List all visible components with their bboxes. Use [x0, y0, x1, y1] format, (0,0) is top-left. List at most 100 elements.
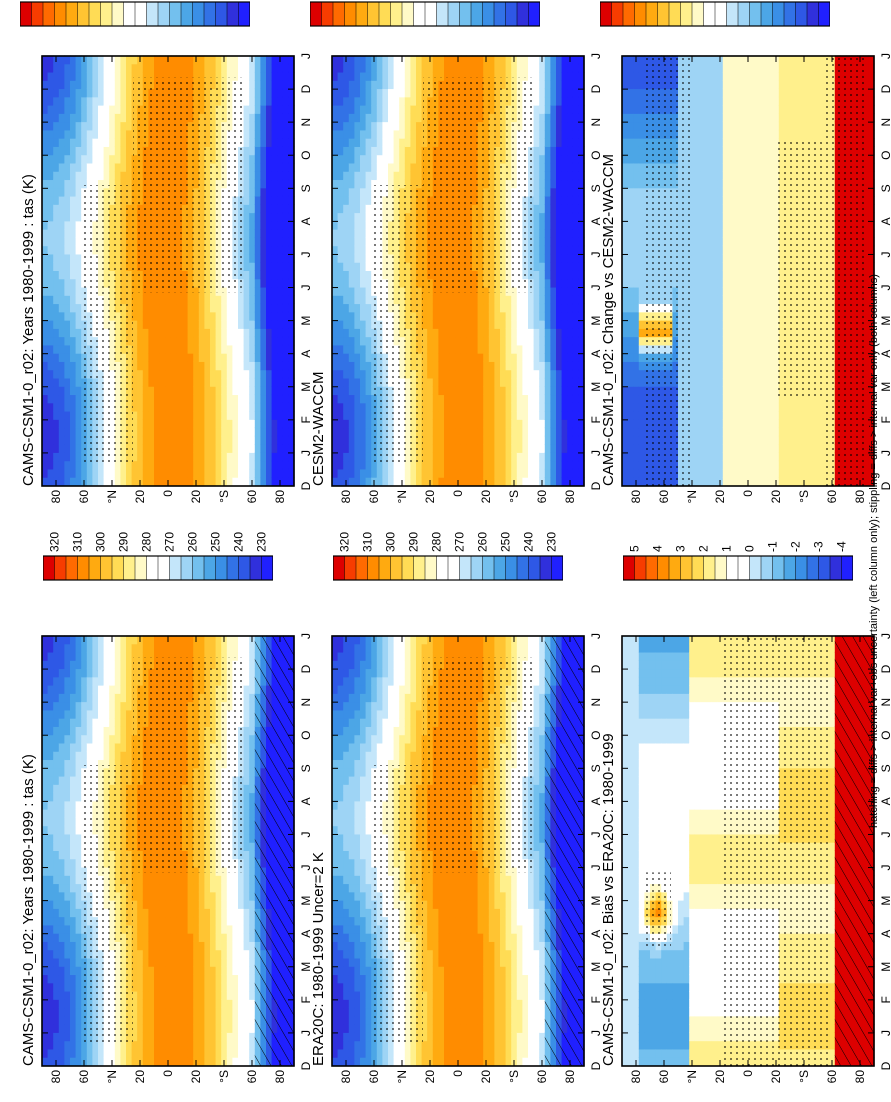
lat-tick-label: °N — [105, 1070, 119, 1083]
lat-tick-label: °S — [217, 490, 231, 503]
colorbar-swatch — [111, 1, 125, 27]
colorbar-swatch — [726, 555, 739, 581]
lat-tick-label: 60 — [77, 1070, 91, 1084]
lat-tick-label: 60 — [657, 490, 671, 504]
month-tick-label: A — [879, 797, 891, 805]
month-tick-label: J — [879, 450, 891, 456]
colorbar-swatch — [88, 555, 102, 581]
panel-title: CAMS-CSM1-0_r02: Years 1980-1999 : tas (… — [20, 174, 37, 486]
colorbar-swatch — [714, 555, 728, 581]
lat-tick-label: 80 — [339, 1070, 353, 1084]
lat-tick-label: 80 — [273, 490, 287, 504]
month-tick-label: J — [879, 1030, 891, 1036]
colorbar-swatch — [249, 555, 263, 581]
month-tick-label: J — [299, 285, 313, 291]
lat-tick-label: 0 — [161, 490, 175, 497]
lat-tick-label: 80 — [49, 1070, 63, 1084]
month-tick-label: J — [879, 251, 891, 257]
lat-tick-label: 20 — [769, 490, 783, 504]
colorbar-label: 290 — [117, 532, 131, 552]
panel-title: CAMS-CSM1-0_r02: Years 1980-1999 : tas (… — [20, 754, 37, 1066]
month-tick-label: M — [879, 382, 891, 392]
colorbar-swatch — [77, 555, 90, 581]
colorbar-swatch — [806, 1, 820, 27]
lat-tick-label: 80 — [273, 1070, 287, 1084]
colorbar-swatch — [123, 1, 136, 27]
lat-tick-label: 60 — [535, 490, 549, 504]
colorbar-label: 280 — [140, 532, 154, 552]
colorbar-swatch — [806, 555, 820, 581]
stippling — [374, 77, 535, 465]
lat-tick-label: °S — [797, 490, 811, 503]
lat-tick-label: 80 — [563, 1070, 577, 1084]
colorbar-swatch — [344, 555, 357, 581]
colorbar-swatch — [203, 1, 217, 27]
colorbar-label: 3 — [674, 545, 688, 552]
colorbar-swatch — [192, 555, 205, 581]
lat-tick-label: °N — [395, 490, 409, 503]
month-tick-label: A — [589, 350, 603, 358]
month-tick-label: J — [589, 450, 603, 456]
month-tick-label: M — [589, 316, 603, 326]
month-tick-label: D — [589, 664, 603, 673]
month-tick-label: J — [589, 251, 603, 257]
colorbar-swatch — [401, 1, 415, 27]
panel-title: CAMS-CSM1-0_r02: Bias vs ERA20C: 1980-19… — [600, 733, 617, 1066]
lat-tick-label: 20 — [479, 1070, 493, 1084]
heatmap-plot: 80 60 °N 20 0 20 °S 60 80 D J F M A M J J A S O N D J — [621, 633, 891, 1084]
colorbar-swatch — [65, 555, 79, 581]
colorbar-label: 4 — [651, 545, 665, 552]
lat-tick-label: 20 — [769, 1070, 783, 1084]
month-tick-label: O — [589, 151, 603, 160]
month-tick-label: D — [299, 481, 313, 490]
month-tick-label: S — [589, 764, 603, 772]
lat-tick-label: °S — [507, 490, 521, 503]
colorbar-swatch — [378, 555, 392, 581]
month-tick-label: D — [299, 1061, 313, 1070]
month-tick-label: J — [879, 53, 891, 59]
heatmap-plot: 80 60 °N 20 0 20 °S 60 80 D J F M A M J J A S O N D J — [331, 53, 603, 504]
month-tick-label: N — [589, 698, 603, 707]
colorbar-swatch — [634, 555, 647, 581]
colorbar-swatch — [459, 1, 472, 27]
colorbar-swatch — [493, 555, 507, 581]
month-tick-label: M — [589, 962, 603, 972]
lat-tick-label: 20 — [423, 1070, 437, 1084]
colorbar-swatch — [332, 1, 346, 27]
lat-tick-label: 60 — [245, 1070, 259, 1084]
colorbar-swatch — [505, 555, 518, 581]
month-tick-label: J — [879, 633, 891, 639]
lat-tick-label: 20 — [423, 490, 437, 504]
colorbar-swatch — [657, 555, 670, 581]
colorbar-swatch — [134, 1, 148, 27]
colorbar-swatch — [157, 555, 171, 581]
month-tick-label: D — [589, 481, 603, 490]
colorbar-swatch — [100, 1, 113, 27]
colorbar-abs-left-mid: 320310300290280270260250240230220 — [333, 532, 563, 581]
colorbar-swatch — [470, 555, 484, 581]
colorbar-swatch — [111, 555, 125, 581]
colorbar-swatch — [505, 1, 518, 27]
colorbar-label: 5 — [628, 545, 642, 552]
month-tick-label: M — [299, 382, 313, 392]
panel-title: ERA20C: 1980-1999 Uncer=2 K — [310, 852, 327, 1066]
stippling — [84, 657, 245, 1045]
month-tick-label: F — [299, 996, 313, 1003]
lat-tick-label: 0 — [161, 1070, 175, 1077]
colorbar-swatch — [749, 555, 762, 581]
stippling — [374, 657, 535, 1045]
colorbar-label: 300 — [384, 532, 398, 552]
colorbar-swatch — [841, 555, 853, 581]
month-tick-label: O — [299, 151, 313, 160]
colorbar-swatch — [100, 555, 113, 581]
lat-tick-label: 20 — [133, 490, 147, 504]
footnote: hatching = diffs > internal var+obs unce… — [868, 274, 880, 828]
lat-tick-label: 80 — [49, 490, 63, 504]
colorbar-label: -1 — [766, 541, 780, 552]
month-tick-label: J — [299, 633, 313, 639]
lat-tick-label: 60 — [245, 490, 259, 504]
colorbar-swatch — [726, 1, 739, 27]
colorbar-swatch — [344, 1, 357, 27]
heatmap-plot: 80 60 °N 20 0 20 °S 60 80 D J F M A M J J A S O N D J — [41, 633, 313, 1084]
colorbar-swatch — [310, 1, 323, 27]
